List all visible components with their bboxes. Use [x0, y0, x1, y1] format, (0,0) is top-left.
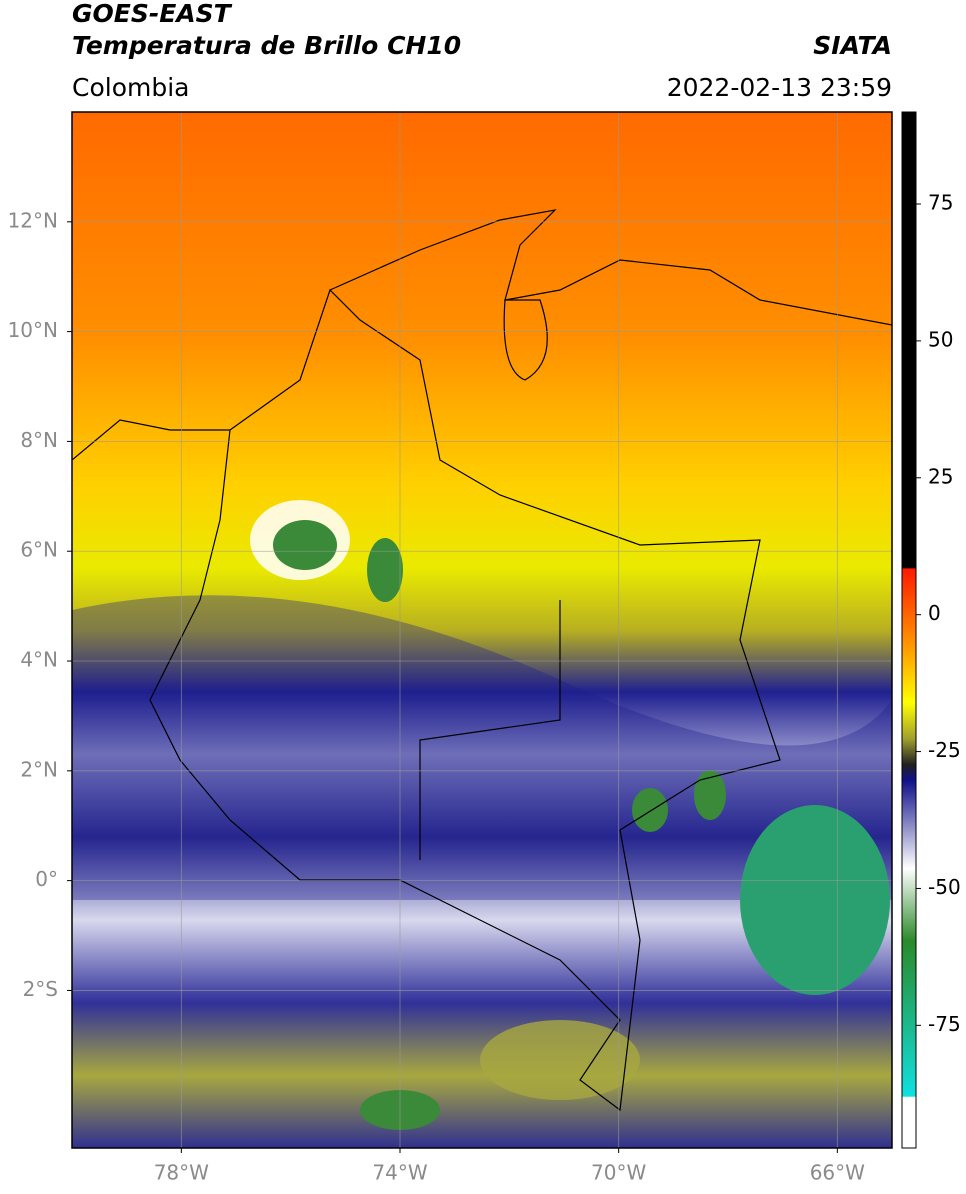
- map-image: [72, 112, 892, 1148]
- source: SIATA: [813, 31, 892, 60]
- region: Colombia: [72, 73, 189, 102]
- lon-tick-label: 74°W: [372, 1161, 427, 1185]
- colorbar-tick-label: 50: [928, 327, 953, 351]
- lat-tick-label: 2°N: [20, 757, 58, 781]
- product: Temperatura de Brillo CH10: [72, 31, 461, 60]
- colorbar-tick-label: 0: [928, 601, 941, 625]
- colorbar-tick-label: -50: [928, 875, 961, 899]
- datetime: 2022-02-13 23:59: [667, 73, 892, 102]
- colorbar-tick-label: -25: [928, 738, 961, 762]
- lon-tick-label: 70°W: [591, 1161, 646, 1185]
- colorbar-tick-label: -75: [928, 1012, 961, 1036]
- lon-tick-label: 66°W: [810, 1161, 865, 1185]
- map-frame: [71, 111, 893, 1149]
- colorbar: [901, 111, 917, 1149]
- lon-tick-label: 78°W: [154, 1161, 209, 1185]
- colorbar-tick-label: 75: [928, 190, 953, 214]
- lat-tick-label: 2°S: [23, 977, 58, 1001]
- graticule: [72, 112, 892, 1148]
- colorbar-tick-label: 25: [928, 464, 953, 488]
- lat-tick-label: 4°N: [20, 648, 58, 672]
- lat-tick-label: 0°: [35, 867, 58, 891]
- lat-tick-label: 6°N: [20, 538, 58, 562]
- lat-tick-label: 10°N: [8, 318, 58, 342]
- satellite: GOES-EAST: [72, 0, 233, 28]
- lat-tick-label: 12°N: [8, 208, 58, 232]
- lat-tick-label: 8°N: [20, 428, 58, 452]
